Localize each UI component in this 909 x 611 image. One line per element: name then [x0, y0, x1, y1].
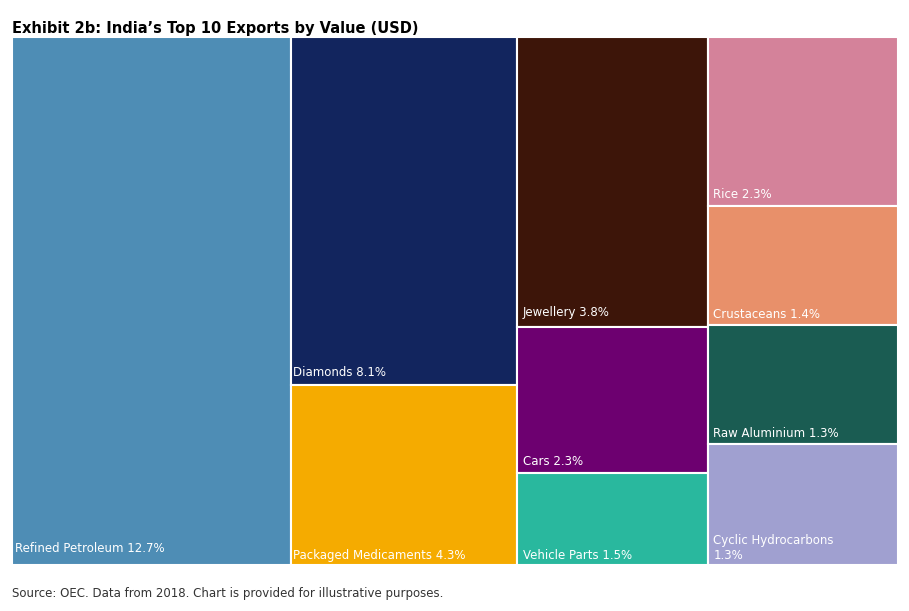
Bar	[517, 37, 707, 327]
Bar	[291, 386, 517, 565]
Text: Crustaceans 1.4%: Crustaceans 1.4%	[714, 308, 820, 321]
Bar	[707, 37, 898, 206]
Bar	[517, 473, 707, 565]
Text: Jewellery 3.8%: Jewellery 3.8%	[523, 306, 610, 318]
Bar	[517, 327, 707, 473]
Text: Exhibit 2b: India’s Top 10 Exports by Value (USD): Exhibit 2b: India’s Top 10 Exports by Va…	[12, 21, 418, 37]
Bar	[707, 206, 898, 324]
Text: Raw Aluminium 1.3%: Raw Aluminium 1.3%	[714, 427, 839, 440]
Text: Diamonds 8.1%: Diamonds 8.1%	[294, 365, 386, 378]
Bar	[707, 324, 898, 444]
Text: Cars 2.3%: Cars 2.3%	[523, 455, 583, 468]
Text: Cyclic Hydrocarbons
1.3%: Cyclic Hydrocarbons 1.3%	[714, 533, 834, 562]
Bar	[291, 37, 517, 386]
Text: Rice 2.3%: Rice 2.3%	[714, 188, 772, 200]
Text: Source: OEC. Data from 2018. Chart is provided for illustrative purposes.: Source: OEC. Data from 2018. Chart is pr…	[12, 587, 444, 600]
Bar	[707, 444, 898, 565]
Bar	[12, 37, 291, 565]
Text: Vehicle Parts 1.5%: Vehicle Parts 1.5%	[523, 549, 632, 562]
Text: Refined Petroleum 12.7%: Refined Petroleum 12.7%	[15, 541, 165, 555]
Text: Packaged Medicaments 4.3%: Packaged Medicaments 4.3%	[294, 549, 465, 562]
